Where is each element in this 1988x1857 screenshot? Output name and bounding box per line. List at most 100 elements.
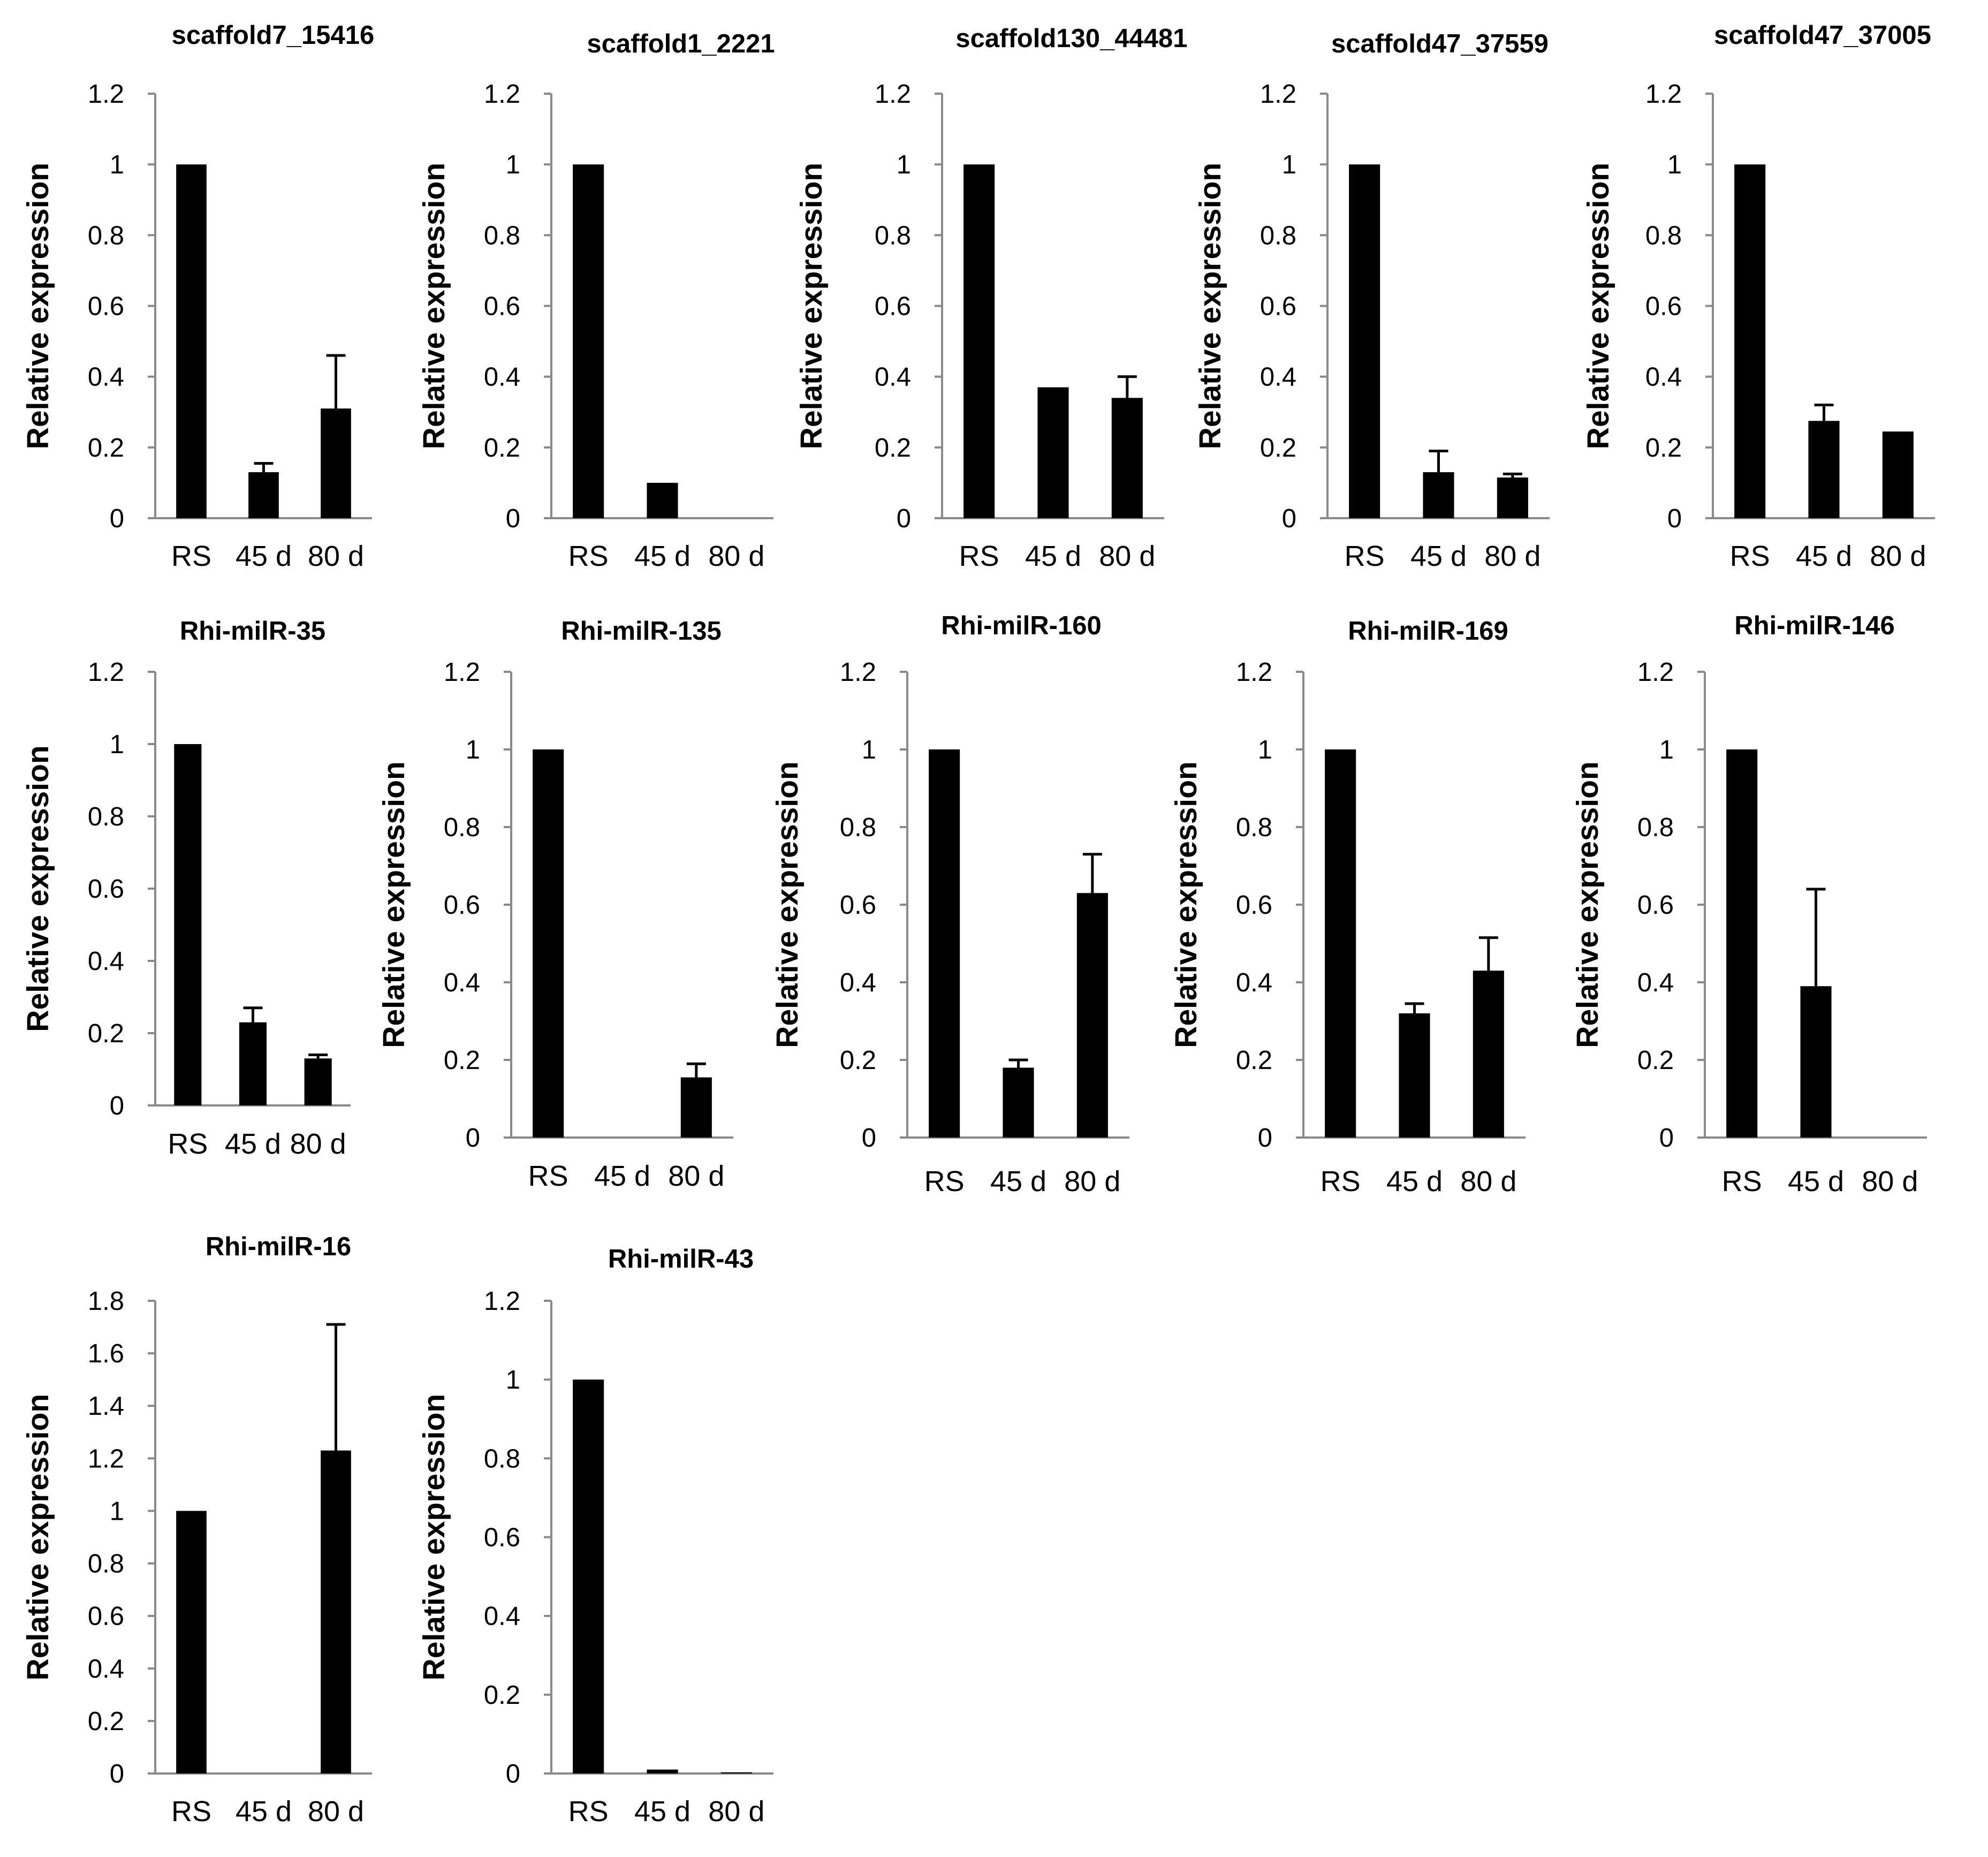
y-tick-label: 0.6 bbox=[1260, 292, 1296, 321]
y-tick-label: 0.8 bbox=[875, 221, 911, 250]
x-tick-label: 45 d bbox=[236, 1795, 292, 1828]
chart-title: scaffold1_2221 bbox=[587, 29, 775, 58]
y-tick-label: 0.4 bbox=[1260, 363, 1296, 392]
bar bbox=[573, 1380, 604, 1773]
y-tick-label: 1.2 bbox=[1645, 80, 1682, 109]
bar bbox=[1325, 749, 1356, 1138]
y-tick-label: 1.2 bbox=[484, 1287, 520, 1316]
y-tick-label: 0 bbox=[110, 504, 124, 533]
y-axis-label: Relative expression bbox=[21, 745, 55, 1032]
x-tick-label: 80 d bbox=[308, 540, 364, 572]
y-tick-label: 1.2 bbox=[444, 658, 480, 687]
y-tick-label: 1.4 bbox=[88, 1392, 124, 1421]
y-axis-label: Relative expression bbox=[21, 1394, 55, 1680]
y-axis-label: Relative expression bbox=[1193, 163, 1227, 449]
x-tick-label: RS bbox=[171, 1795, 211, 1828]
y-tick-label: 0.8 bbox=[840, 813, 876, 842]
y-tick-label: 0.8 bbox=[484, 1444, 520, 1473]
y-tick-label: 0.8 bbox=[444, 813, 480, 842]
y-tick-label: 0.2 bbox=[875, 434, 911, 463]
y-tick-label: 0.2 bbox=[444, 1046, 480, 1075]
y-tick-label: 0.4 bbox=[484, 363, 520, 392]
x-tick-label: RS bbox=[528, 1160, 568, 1192]
y-tick-label: 1 bbox=[506, 1366, 520, 1394]
y-tick-label: 0 bbox=[506, 504, 520, 533]
y-tick-label: 0.2 bbox=[88, 1707, 124, 1736]
y-tick-label: 0.8 bbox=[88, 1550, 124, 1579]
y-tick-label: 0.4 bbox=[1637, 968, 1674, 997]
y-tick-label: 0.2 bbox=[1645, 434, 1682, 463]
y-tick-label: 0 bbox=[110, 1760, 124, 1788]
y-tick-label: 0.2 bbox=[88, 1019, 124, 1048]
y-tick-label: 0.6 bbox=[484, 292, 520, 321]
chart-title: Rhi-milR-169 bbox=[1348, 617, 1508, 646]
chart-panel: scaffold130_44481 Relative expression 0 0.2… bbox=[794, 24, 1188, 572]
bar bbox=[1497, 477, 1528, 518]
bar bbox=[1882, 431, 1914, 518]
bar bbox=[174, 744, 202, 1105]
y-tick-label: 0.4 bbox=[88, 947, 124, 976]
y-axis-label: Relative expression bbox=[417, 163, 451, 449]
chart-panel: Rhi-milR-146 Relative expression 0 0.2 0.4 0.… bbox=[1570, 611, 1927, 1197]
x-tick-label: 45 d bbox=[1788, 1165, 1844, 1197]
y-tick-label: 0.8 bbox=[1260, 221, 1296, 250]
x-tick-label: 45 d bbox=[594, 1160, 650, 1192]
bar bbox=[1734, 164, 1766, 519]
y-tick-label: 0.6 bbox=[1645, 292, 1682, 321]
y-tick-label: 0 bbox=[1258, 1124, 1272, 1153]
chart-title: scaffold130_44481 bbox=[955, 24, 1187, 53]
x-tick-label: RS bbox=[1345, 540, 1385, 572]
chart-title: Rhi-milR-146 bbox=[1734, 611, 1895, 640]
y-tick-label: 0.6 bbox=[1637, 891, 1674, 920]
bar bbox=[304, 1058, 332, 1105]
y-tick-label: 0.2 bbox=[840, 1046, 876, 1075]
y-tick-label: 1.6 bbox=[88, 1339, 124, 1368]
y-tick-label: 0.8 bbox=[484, 221, 520, 250]
x-tick-label: 80 d bbox=[290, 1128, 346, 1160]
x-tick-label: 45 d bbox=[225, 1128, 281, 1160]
y-tick-label: 1 bbox=[110, 1497, 124, 1526]
y-tick-label: 1.2 bbox=[1637, 658, 1674, 687]
y-axis-label: Relative expression bbox=[1581, 163, 1615, 449]
y-axis-label: Relative expression bbox=[377, 761, 411, 1048]
chart-panel: Rhi-milR-43 Relative expression 0 0.2 0.4 0.6… bbox=[417, 1245, 773, 1828]
y-axis-label: Relative expression bbox=[770, 761, 805, 1048]
x-tick-label: 80 d bbox=[1870, 540, 1926, 572]
y-axis-label: Relative expression bbox=[417, 1394, 451, 1680]
y-tick-label: 1.2 bbox=[1236, 658, 1272, 687]
bar bbox=[533, 749, 564, 1138]
bar bbox=[963, 164, 995, 519]
y-axis-label: Relative expression bbox=[1169, 761, 1203, 1048]
y-tick-label: 0 bbox=[1282, 504, 1296, 533]
x-tick-label: RS bbox=[168, 1128, 208, 1160]
x-tick-label: 80 d bbox=[308, 1795, 364, 1828]
y-tick-label: 0.2 bbox=[1260, 434, 1296, 463]
y-tick-label: 0.6 bbox=[444, 891, 480, 920]
y-tick-label: 0 bbox=[1667, 504, 1682, 533]
bar bbox=[176, 164, 207, 519]
y-tick-label: 1.2 bbox=[484, 80, 520, 109]
bar bbox=[1473, 971, 1504, 1138]
chart-panel: scaffold47_37559 Relative expression 0 0.2 0… bbox=[1193, 29, 1550, 572]
x-tick-label: 80 d bbox=[1484, 540, 1541, 572]
y-tick-label: 0.8 bbox=[1645, 221, 1682, 250]
chart-panel: Rhi-milR-135 Relative expression 0 0.2 0.4 0.… bbox=[377, 617, 733, 1192]
y-tick-label: 0.4 bbox=[88, 363, 124, 392]
x-tick-label: 80 d bbox=[1099, 540, 1155, 572]
x-tick-label: 45 d bbox=[1386, 1165, 1443, 1197]
bar bbox=[720, 1772, 752, 1773]
x-tick-label: 45 d bbox=[990, 1165, 1046, 1197]
chart-panel: Rhi-milR-169 Relative expression 0 0.2 0.4 0.… bbox=[1169, 617, 1526, 1197]
y-tick-label: 0 bbox=[897, 504, 911, 533]
x-tick-label: RS bbox=[1730, 540, 1770, 572]
x-tick-label: RS bbox=[924, 1165, 965, 1197]
y-tick-label: 0.8 bbox=[1637, 813, 1674, 842]
y-tick-label: 1.2 bbox=[875, 80, 911, 109]
y-tick-label: 0.4 bbox=[484, 1602, 520, 1631]
y-tick-label: 0 bbox=[506, 1760, 520, 1788]
chart-panel: scaffold1_2221 Relative expression 0 0.2 0.4… bbox=[417, 29, 775, 572]
y-tick-label: 1.2 bbox=[88, 80, 124, 109]
y-tick-label: 1.2 bbox=[88, 658, 124, 687]
bar bbox=[321, 1450, 351, 1773]
